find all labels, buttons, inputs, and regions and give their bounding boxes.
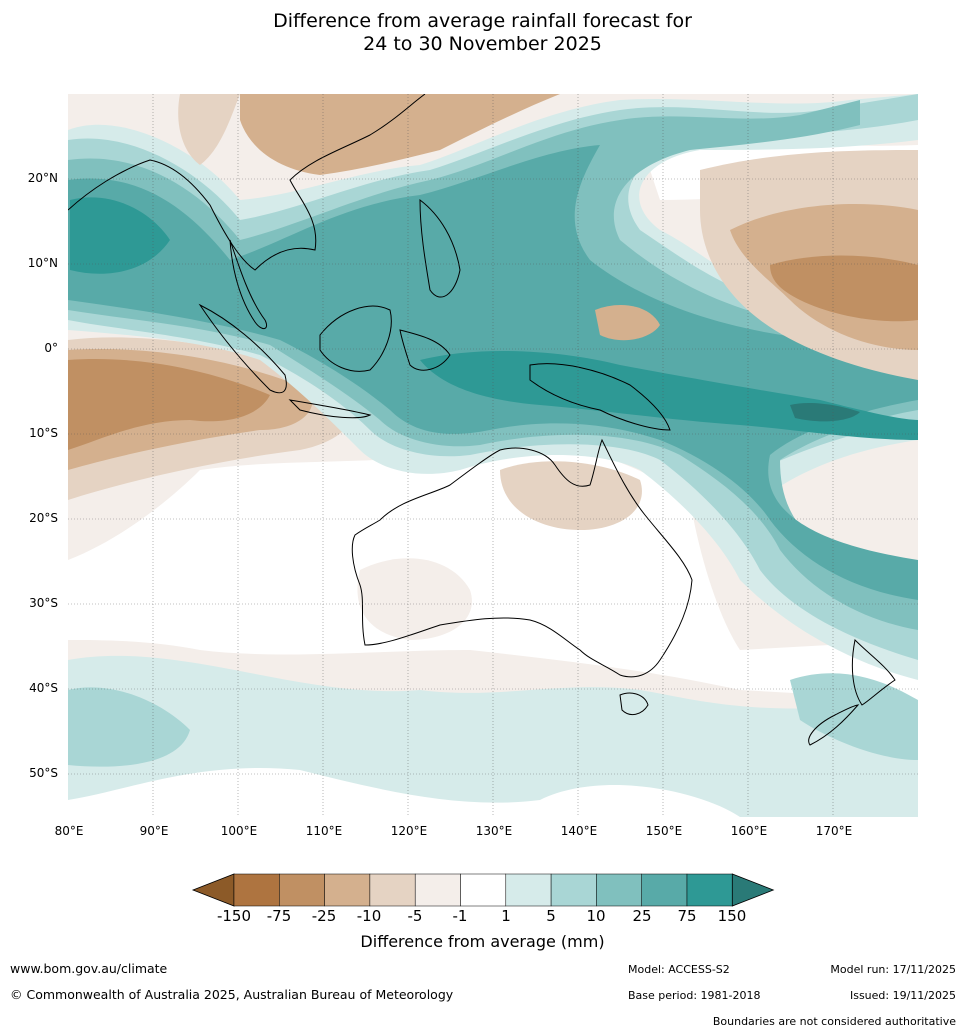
- lon-label-170e: 170°E: [815, 824, 853, 838]
- colorbar-swatch: [641, 873, 688, 907]
- website-link[interactable]: www.bom.gov.au/climate: [10, 961, 168, 976]
- lat-label-50s: 50°S: [29, 766, 58, 780]
- colorbar-tick: -1: [452, 907, 468, 925]
- wet-belt: [790, 402, 860, 422]
- lat-label-10n: 10°N: [27, 256, 58, 270]
- colorbar-title: Difference from average (mm): [360, 932, 605, 951]
- lon-label-160e: 160°E: [730, 824, 768, 838]
- colorbar: [191, 873, 775, 907]
- lon-label-140e: 140°E: [560, 824, 598, 838]
- colorbar-tick: -25: [311, 907, 337, 925]
- lon-label-80e: 80°E: [54, 824, 84, 838]
- lon-label-90e: 90°E: [139, 824, 169, 838]
- colorbar-extend-high: [731, 873, 775, 907]
- colorbar-tick: -75: [266, 907, 292, 925]
- lon-label-130e: 130°E: [475, 824, 513, 838]
- title-line-2: 24 to 30 November 2025: [363, 33, 602, 55]
- lat-label-30s: 30°S: [29, 596, 58, 610]
- wet-anomaly-moderate: [68, 687, 190, 767]
- colorbar-tick: -10: [356, 907, 382, 925]
- dry-belt-west: [68, 359, 270, 450]
- malay-peninsula-coastline: [229, 239, 268, 329]
- sumatra-coastline: [198, 303, 287, 394]
- colorbar-swatch: [460, 873, 507, 907]
- copyright-text: © Commonwealth of Australia 2025, Austra…: [10, 987, 454, 1002]
- lat-label-20n: 20°N: [27, 171, 58, 185]
- dry-anomaly-north: [178, 94, 240, 165]
- philippines-coastline: [419, 198, 461, 298]
- lon-label-110e: 110°E: [305, 824, 343, 838]
- colorbar-swatch: [596, 873, 642, 907]
- title-line-1: Difference from average rainfall forecas…: [273, 10, 692, 32]
- sulawesi-coastline: [399, 329, 451, 371]
- lat-label-20s: 20°S: [29, 511, 58, 525]
- australia-coastline: [351, 438, 693, 678]
- dry-anomaly-pocket: [595, 305, 660, 341]
- colorbar-tick: -150: [216, 907, 252, 925]
- colorbar-tick: 150: [717, 907, 747, 925]
- dry-anomaly-north: [240, 94, 560, 175]
- colorbar-swatch: [369, 873, 416, 907]
- colorbar-tick: 5: [546, 907, 556, 925]
- lon-label-100e: 100°E: [220, 824, 258, 838]
- issued-text: Issued: 19/11/2025: [849, 989, 956, 1002]
- colorbar-swatch: [279, 873, 325, 907]
- wet-anomaly-moderate: [790, 673, 918, 760]
- colorbar-swatch: [324, 873, 371, 907]
- java-coastline: [288, 399, 372, 419]
- colorbar-swatch: [233, 873, 280, 907]
- colorbar-tick: -5: [407, 907, 423, 925]
- lat-label-0: 0°: [44, 341, 58, 355]
- lat-label-40s: 40°S: [29, 681, 58, 695]
- disclaimer-text: Boundaries are not considered authoritat…: [712, 1015, 956, 1028]
- lat-label-10s: 10°S: [29, 426, 58, 440]
- colorbar-swatch: [414, 873, 461, 907]
- model-run-text: Model run: 17/11/2025: [830, 963, 956, 976]
- near-average-zone: [68, 438, 918, 700]
- model-text: Model: ACCESS-S2: [628, 963, 730, 976]
- dry-anomaly-northeast: [770, 255, 918, 322]
- borneo-coastline: [319, 305, 392, 372]
- map-title: Difference from average rainfall forecas…: [0, 10, 965, 56]
- wet-belt: [420, 350, 918, 440]
- colorbar-swatch: [505, 873, 552, 907]
- new-guinea-coastline: [529, 363, 671, 431]
- graticule: [68, 94, 918, 817]
- colorbar-tick: 75: [677, 907, 697, 925]
- wet-belt: [70, 197, 170, 274]
- colorbar-swatch: [686, 873, 733, 907]
- dry-anomaly-moderate: [500, 461, 642, 530]
- lon-label-150e: 150°E: [645, 824, 683, 838]
- colorbar-tick: 10: [586, 907, 606, 925]
- colorbar-swatch: [550, 873, 597, 907]
- colorbar-extend-low: [191, 873, 235, 907]
- new-zealand-south-coastline: [808, 704, 860, 746]
- lon-label-120e: 120°E: [390, 824, 428, 838]
- base-period-text: Base period: 1981-2018: [628, 989, 761, 1002]
- tasmania-coastline: [619, 692, 649, 716]
- dry-anomaly-light: [357, 558, 472, 640]
- colorbar-tick: 25: [632, 907, 652, 925]
- map-area: [68, 94, 918, 817]
- new-zealand-coastline: [851, 638, 896, 706]
- colorbar-tick: 1: [501, 907, 511, 925]
